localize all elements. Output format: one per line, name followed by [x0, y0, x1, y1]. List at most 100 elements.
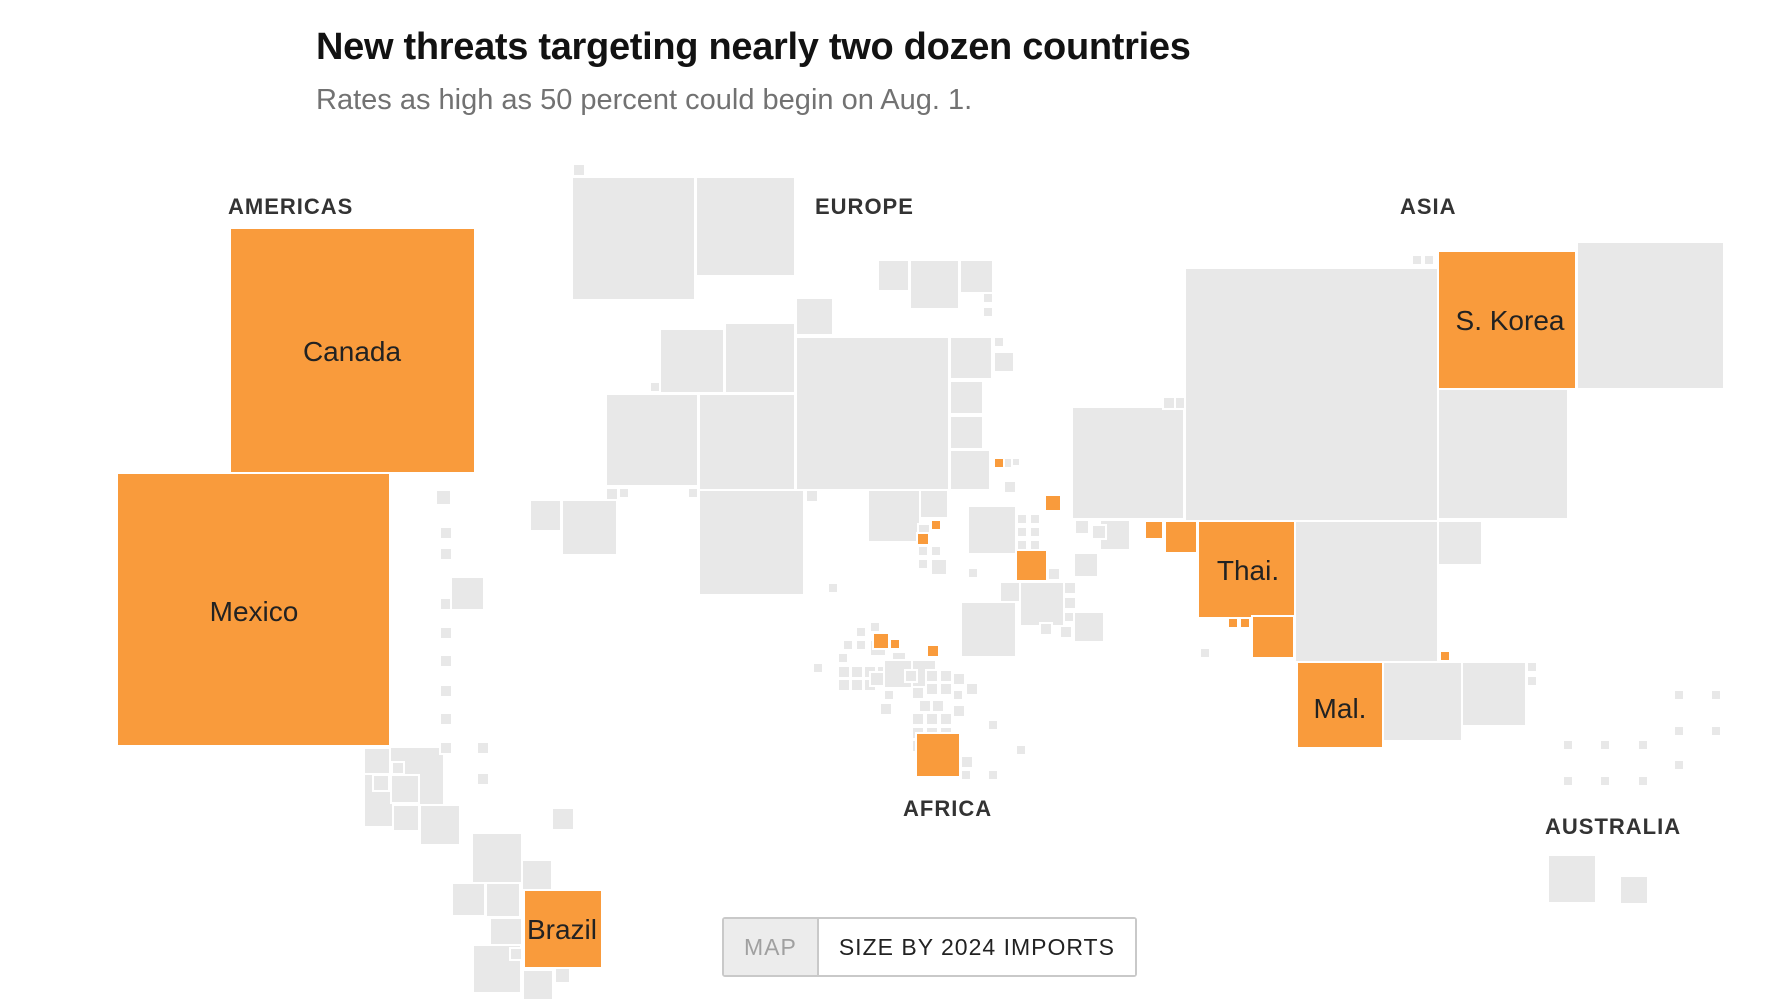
- country-tile: [1562, 775, 1574, 787]
- country-tile: [1029, 539, 1041, 551]
- country-tile: [918, 699, 932, 713]
- country-tile: [1162, 396, 1176, 410]
- country-tile: [960, 601, 1017, 658]
- country-tile: [1019, 581, 1065, 627]
- country-tile: [993, 336, 1005, 348]
- country-tile: [1294, 520, 1439, 665]
- country-tile: [1437, 520, 1483, 566]
- country-tile: [450, 576, 485, 611]
- country-tile: [521, 859, 553, 891]
- country-tile: [952, 672, 966, 686]
- country-tile: [1015, 744, 1027, 756]
- country-tile: [1526, 661, 1538, 673]
- country-tile: [837, 652, 849, 664]
- region-label-americas: AMERICAS: [228, 194, 353, 219]
- country-tile: [571, 176, 696, 301]
- country-tile: [1016, 513, 1028, 525]
- country-tile-targeted: [930, 519, 942, 531]
- country-tile: [855, 639, 867, 651]
- country-tile: [1016, 539, 1028, 551]
- country-tile: [1039, 622, 1053, 636]
- country-tile: [869, 671, 885, 687]
- country-tile: [1423, 254, 1435, 266]
- country-tile: [904, 669, 918, 683]
- country-tile-targeted: [1164, 520, 1198, 554]
- country-tile: [659, 328, 725, 394]
- country-tile: [1071, 406, 1185, 520]
- country-tile: [372, 774, 390, 792]
- country-tile: [930, 545, 942, 557]
- country-tile: [869, 621, 881, 633]
- country-tile: [965, 682, 979, 696]
- country-tile: [1547, 854, 1597, 904]
- country-tile-targeted: [872, 632, 890, 650]
- country-tile: [795, 297, 834, 336]
- country-tile: [911, 686, 925, 700]
- country-tile: [982, 306, 994, 318]
- country-tile: [812, 662, 824, 674]
- country-tile: [959, 259, 994, 294]
- country-tile: [1619, 875, 1649, 905]
- map-view-button[interactable]: MAP: [724, 919, 819, 975]
- country-tile: [805, 489, 819, 503]
- country-tile: [925, 712, 939, 726]
- country-tile: [724, 322, 796, 394]
- country-tile: [1073, 611, 1105, 643]
- country-tile: [390, 774, 420, 804]
- country-tile: [930, 558, 948, 576]
- country-tile: [837, 665, 851, 679]
- country-tile: [435, 489, 452, 506]
- country-tile-targeted: [993, 457, 1005, 469]
- country-tile: [1011, 457, 1021, 467]
- country-tile: [993, 351, 1015, 373]
- country-tile: [439, 526, 453, 540]
- country-tile: [999, 581, 1021, 603]
- country-tile: [1073, 552, 1099, 578]
- country-tile-malaysia: [1296, 661, 1384, 749]
- country-tile: [1382, 661, 1463, 742]
- country-tile-targeted: [1144, 520, 1164, 540]
- country-tile: [1673, 759, 1685, 771]
- country-tile: [1029, 526, 1041, 538]
- size-by-imports-button[interactable]: SIZE BY 2024 IMPORTS: [818, 919, 1135, 975]
- country-tile: [572, 163, 586, 177]
- country-tile: [1091, 524, 1107, 540]
- country-tile: [698, 393, 796, 491]
- country-tile: [439, 684, 453, 698]
- country-tile: [867, 489, 921, 543]
- country-tile: [1526, 675, 1538, 687]
- chart-subtitle: Rates as high as 50 percent could begin …: [316, 84, 973, 116]
- country-tile: [911, 712, 925, 726]
- country-tile: [698, 489, 805, 596]
- country-tile: [967, 505, 1017, 555]
- country-tile-targeted: [889, 638, 901, 650]
- country-tile: [1016, 526, 1028, 538]
- country-tile-targeted: [1251, 615, 1295, 659]
- country-tile: [1710, 725, 1722, 737]
- country-tile: [439, 547, 453, 561]
- country-tile: [919, 489, 949, 519]
- country-label-s-korea: S. Korea: [1456, 305, 1565, 336]
- country-tile-targeted: [926, 644, 940, 658]
- country-label-brazil: Brazil: [527, 914, 597, 945]
- country-tile-targeted: [1227, 617, 1239, 629]
- country-tile: [618, 487, 630, 499]
- country-tile: [917, 545, 929, 557]
- country-tile: [391, 761, 405, 775]
- country-tile: [1562, 739, 1574, 751]
- country-tile: [949, 449, 991, 491]
- country-tile: [363, 747, 391, 775]
- country-tile-targeted: [915, 732, 961, 778]
- country-tile-s-korea: [1437, 250, 1577, 390]
- country-tile-targeted: [1439, 650, 1451, 662]
- country-tile: [939, 682, 953, 696]
- country-label-canada: Canada: [303, 336, 402, 367]
- country-tile: [939, 669, 953, 683]
- country-tile: [439, 712, 453, 726]
- country-tile: [1637, 775, 1649, 787]
- region-label-africa: AFRICA: [903, 796, 992, 821]
- country-tile: [909, 259, 960, 310]
- country-tile: [451, 882, 486, 917]
- country-tile: [931, 699, 945, 713]
